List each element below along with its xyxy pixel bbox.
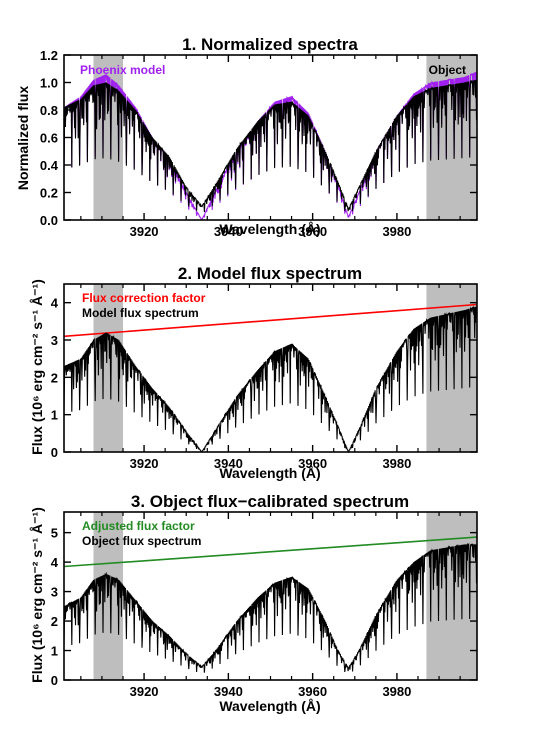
y-tick-label: 1 bbox=[51, 644, 58, 659]
x-tick-label: 3980 bbox=[382, 224, 411, 239]
series-object-flux-spectrum bbox=[63, 542, 478, 673]
y-tick-label: 2 bbox=[51, 614, 58, 629]
x-tick-label: 3920 bbox=[130, 456, 159, 471]
panel-object-flux-calibrated-spectrum: 3920 3940 3960 3980 0 1 2 3 4 5 3. Object flux−c… bbox=[29, 492, 478, 714]
panel-normalized-spectra: 3920 3940 3960 3980 0.0 0.2 0.4 0.6 0.8 1.0 1.2 1… bbox=[15, 35, 478, 239]
y-tick-label: 1.2 bbox=[40, 48, 58, 63]
series-model-flux-spectrum bbox=[63, 305, 478, 454]
y-tick-label: 3 bbox=[51, 585, 58, 600]
y-axis-label: Flux (10⁶ erg cm⁻² s⁻¹ Å⁻¹) bbox=[29, 507, 45, 683]
y-tick-label: 1 bbox=[51, 408, 58, 423]
y-tick-label: 5 bbox=[51, 526, 58, 541]
x-axis-label: Wavelength (Å) bbox=[219, 221, 320, 237]
legend-flux-correction-factor: Flux correction factor bbox=[82, 291, 206, 305]
x-tick-label: 3940 bbox=[214, 684, 243, 699]
y-tick-label: 4 bbox=[51, 555, 59, 570]
y-tick-label: 4 bbox=[51, 296, 59, 311]
series-phoenix-model bbox=[63, 71, 478, 221]
x-tick-label: 3960 bbox=[298, 456, 327, 471]
legend-adjusted-flux-factor: Adjusted flux factor bbox=[82, 519, 195, 533]
y-tick-label: 0.2 bbox=[40, 186, 58, 201]
chart-title: 3. Object flux−calibrated spectrum bbox=[131, 492, 409, 511]
y-tick-label: 0 bbox=[51, 445, 58, 460]
x-tick-label: 3920 bbox=[130, 684, 159, 699]
legend-phoenix-model: Phoenix model bbox=[80, 63, 165, 77]
x-tick-label: 3920 bbox=[130, 224, 159, 239]
panel-model-flux-spectrum: 3920 3940 3960 3980 0 1 2 3 4 2. Model flux spe… bbox=[29, 264, 478, 481]
legend-object-flux-spectrum: Object flux spectrum bbox=[82, 534, 201, 548]
x-tick-label: 3980 bbox=[382, 456, 411, 471]
y-tick-label: 0.0 bbox=[40, 213, 58, 228]
x-axis-label: Wavelength (Å) bbox=[219, 465, 320, 481]
x-tick-label: 3980 bbox=[382, 684, 411, 699]
y-tick-label: 0.4 bbox=[40, 158, 59, 173]
series-object bbox=[63, 79, 478, 213]
y-axis-label: Flux (10⁶ erg cm⁻² s⁻¹ Å⁻¹) bbox=[29, 279, 45, 455]
y-tick-label: 3 bbox=[51, 333, 58, 348]
y-tick-label: 0.6 bbox=[40, 131, 58, 146]
x-tick-label: 3960 bbox=[298, 224, 327, 239]
series-adjusted-flux-factor bbox=[63, 536, 478, 568]
x-tick-label: 3940 bbox=[214, 224, 243, 239]
chart-title: 2. Model flux spectrum bbox=[178, 264, 362, 283]
x-tick-label: 3940 bbox=[214, 456, 243, 471]
chart-title: 1. Normalized spectra bbox=[182, 35, 358, 54]
series-flux-correction-factor bbox=[63, 303, 478, 338]
legend-model-flux-spectrum: Model flux spectrum bbox=[82, 306, 199, 320]
legend-object: Object bbox=[429, 63, 466, 77]
y-tick-label: 0.8 bbox=[40, 103, 58, 118]
y-tick-label: 2 bbox=[51, 370, 58, 385]
x-tick-label: 3960 bbox=[298, 684, 327, 699]
y-tick-label: 1.0 bbox=[40, 76, 58, 91]
y-axis-label: Normalized flux bbox=[15, 86, 31, 190]
y-tick-label: 0 bbox=[51, 673, 58, 688]
x-axis-label: Wavelength (Å) bbox=[219, 698, 320, 714]
